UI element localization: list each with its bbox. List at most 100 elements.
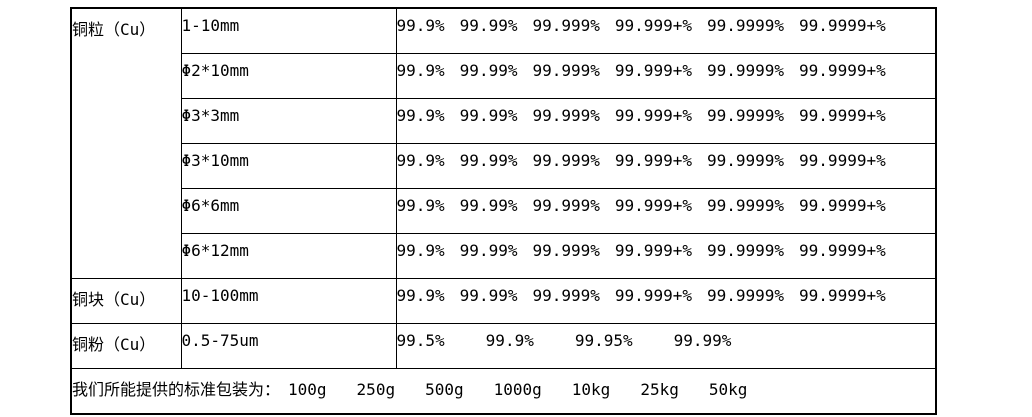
purity-value: 99.9% (396, 106, 445, 125)
packaging-option: 25kg (640, 380, 679, 399)
purity-value: 99.5% (396, 331, 445, 350)
purity-value: 99.99% (459, 286, 518, 305)
packaging-option: 50kg (708, 380, 748, 399)
purity-value: 99.9999% (706, 61, 785, 80)
packaging-label: 我们所能提供的标准包装为： (72, 380, 281, 399)
purity-value: 99.9999% (706, 286, 785, 305)
size-cell: Φ6*12mm (180, 233, 397, 279)
table-row: 铜粉（Cu） 0.5-75um 99.5% 99.9% 99.95% 99.99… (70, 323, 937, 369)
size-label: Φ3*3mm (181, 106, 240, 125)
purity-cell: 99.9% 99.99% 99.999% 99.999+% 99.9999% 9… (395, 143, 937, 189)
table-row: Φ3*10mm 99.9% 99.99% 99.999% 99.999+% 99… (71, 143, 937, 189)
table-row: 铜块（Cu） 10-100mm 99.9% 99.99% 99.999% 99.… (70, 278, 937, 324)
purity-value: 99.99% (459, 151, 518, 170)
purity-value: 99.999+% (614, 61, 692, 80)
purity-cell: 99.9% 99.99% 99.999% 99.999+% 99.9999% 9… (395, 53, 937, 99)
size-label: 0.5-75um (181, 331, 259, 350)
size-cell: Φ3*3mm (180, 98, 397, 144)
purity-list: 99.9% 99.99% 99.999% 99.999+% 99.9999% 9… (396, 286, 935, 305)
size-cell: 10-100mm (180, 278, 397, 324)
category-cell-copper-block: 铜块（Cu） (70, 278, 182, 324)
packaging-option: 10kg (571, 380, 611, 399)
purity-cell: 99.9% 99.99% 99.999% 99.999+% 99.9999% 9… (395, 233, 937, 279)
purity-value: 99.9999+% (799, 286, 886, 305)
purity-cell: 99.5% 99.9% 99.95% 99.99% (395, 323, 937, 369)
purity-value: 99.999+% (614, 241, 692, 260)
purity-value: 99.99% (459, 106, 518, 125)
packaging-option: 100g (288, 380, 327, 399)
purity-cell: 99.9% 99.99% 99.999% 99.999+% 99.9999% 9… (395, 98, 937, 144)
table-row: Φ6*12mm 99.9% 99.99% 99.999% 99.999+% 99… (71, 233, 937, 279)
purity-value: 99.999+% (614, 151, 692, 170)
size-label: 10-100mm (181, 286, 259, 305)
purity-value: 99.9% (396, 286, 445, 305)
purity-value: 99.999% (532, 61, 600, 80)
size-label: Φ6*6mm (181, 196, 240, 215)
purity-value: 99.99% (673, 331, 732, 350)
table-row: Φ6*6mm 99.9% 99.99% 99.999% 99.999+% 99.… (71, 188, 937, 234)
purity-value: 99.9% (396, 16, 445, 35)
purity-value: 99.99% (459, 61, 518, 80)
purity-value: 99.999% (532, 151, 600, 170)
packaging-cell: 我们所能提供的标准包装为： 100g 250g 500g 1000g 10kg … (70, 368, 937, 415)
purity-value: 99.9% (396, 241, 445, 260)
purity-value: 99.999% (532, 286, 600, 305)
purity-list: 99.5% 99.9% 99.95% 99.99% (396, 331, 935, 350)
purity-value: 99.9999+% (799, 151, 886, 170)
purity-value: 99.9999+% (799, 106, 886, 125)
purity-value: 99.99% (459, 16, 518, 35)
table-row: Φ2*10mm 99.9% 99.99% 99.999% 99.999+% 99… (71, 53, 937, 99)
table-row: Φ3*3mm 99.9% 99.99% 99.999% 99.999+% 99.… (71, 98, 937, 144)
purity-value: 99.9% (485, 331, 534, 350)
category-label: 铜粒（Cu） (72, 20, 156, 39)
packaging-line: 我们所能提供的标准包装为： 100g 250g 500g 1000g 10kg … (72, 376, 935, 400)
size-cell: Φ6*6mm (180, 188, 397, 234)
category-cell-copper-granule: 铜粒（Cu） (70, 7, 182, 279)
size-label: Φ2*10mm (181, 61, 249, 80)
purity-value: 99.9999% (706, 196, 785, 215)
purity-value: 99.9999% (706, 106, 785, 125)
purity-value: 99.9999% (706, 151, 785, 170)
purity-value: 99.9999+% (799, 241, 886, 260)
purity-value: 99.9999+% (799, 61, 886, 80)
purity-value: 99.95% (574, 331, 633, 350)
purity-cell: 99.9% 99.99% 99.999% 99.999+% 99.9999% 9… (395, 7, 937, 54)
table-row: 我们所能提供的标准包装为： 100g 250g 500g 1000g 10kg … (70, 368, 937, 415)
table-row: 铜粒（Cu） 1-10mm 99.9% 99.99% 99.999% 99.99… (70, 7, 937, 279)
purity-value: 99.9999% (706, 16, 785, 35)
purity-value: 99.9% (396, 196, 445, 215)
packaging-option: 1000g (493, 380, 542, 399)
purity-value: 99.99% (459, 241, 518, 260)
purity-value: 99.9999+% (799, 16, 886, 35)
size-cell: 0.5-75um (180, 323, 397, 369)
purity-value: 99.999+% (614, 106, 692, 125)
category-cell-copper-powder: 铜粉（Cu） (70, 323, 182, 369)
purity-list: 99.9% 99.99% 99.999% 99.999+% 99.9999% 9… (396, 151, 935, 170)
purity-value: 99.9999% (706, 241, 785, 260)
size-cell: Φ2*10mm (180, 53, 397, 99)
category-label: 铜粉（Cu） (72, 335, 156, 354)
purity-cell: 99.9% 99.99% 99.999% 99.999+% 99.9999% 9… (395, 278, 937, 324)
copper-spec-table: 铜粒（Cu） 1-10mm 99.9% 99.99% 99.999% 99.99… (70, 7, 937, 415)
purity-list: 99.9% 99.99% 99.999% 99.999+% 99.9999% 9… (396, 106, 935, 125)
purity-value: 99.999% (532, 241, 600, 260)
category-label: 铜块（Cu） (72, 290, 156, 309)
size-label: Φ6*12mm (181, 241, 249, 260)
purity-value: 99.999+% (614, 286, 692, 305)
size-label: Φ3*10mm (181, 151, 249, 170)
purity-value: 99.9% (396, 61, 445, 80)
packaging-option: 250g (356, 380, 396, 399)
purity-list: 99.9% 99.99% 99.999% 99.999+% 99.9999% 9… (396, 61, 935, 80)
purity-cell: 99.9% 99.99% 99.999% 99.999+% 99.9999% 9… (395, 188, 937, 234)
purity-value: 99.9% (396, 151, 445, 170)
purity-value: 99.9999+% (799, 196, 886, 215)
purity-value: 99.999+% (614, 16, 692, 35)
purity-value: 99.999% (532, 106, 600, 125)
purity-list: 99.9% 99.99% 99.999% 99.999+% 99.9999% 9… (396, 196, 935, 215)
size-cell: 1-10mm (180, 7, 397, 54)
packaging-option: 500g (425, 380, 464, 399)
purity-list: 99.9% 99.99% 99.999% 99.999+% 99.9999% 9… (396, 16, 935, 35)
purity-list: 99.9% 99.99% 99.999% 99.999+% 99.9999% 9… (396, 241, 935, 260)
size-label: 1-10mm (181, 16, 240, 35)
